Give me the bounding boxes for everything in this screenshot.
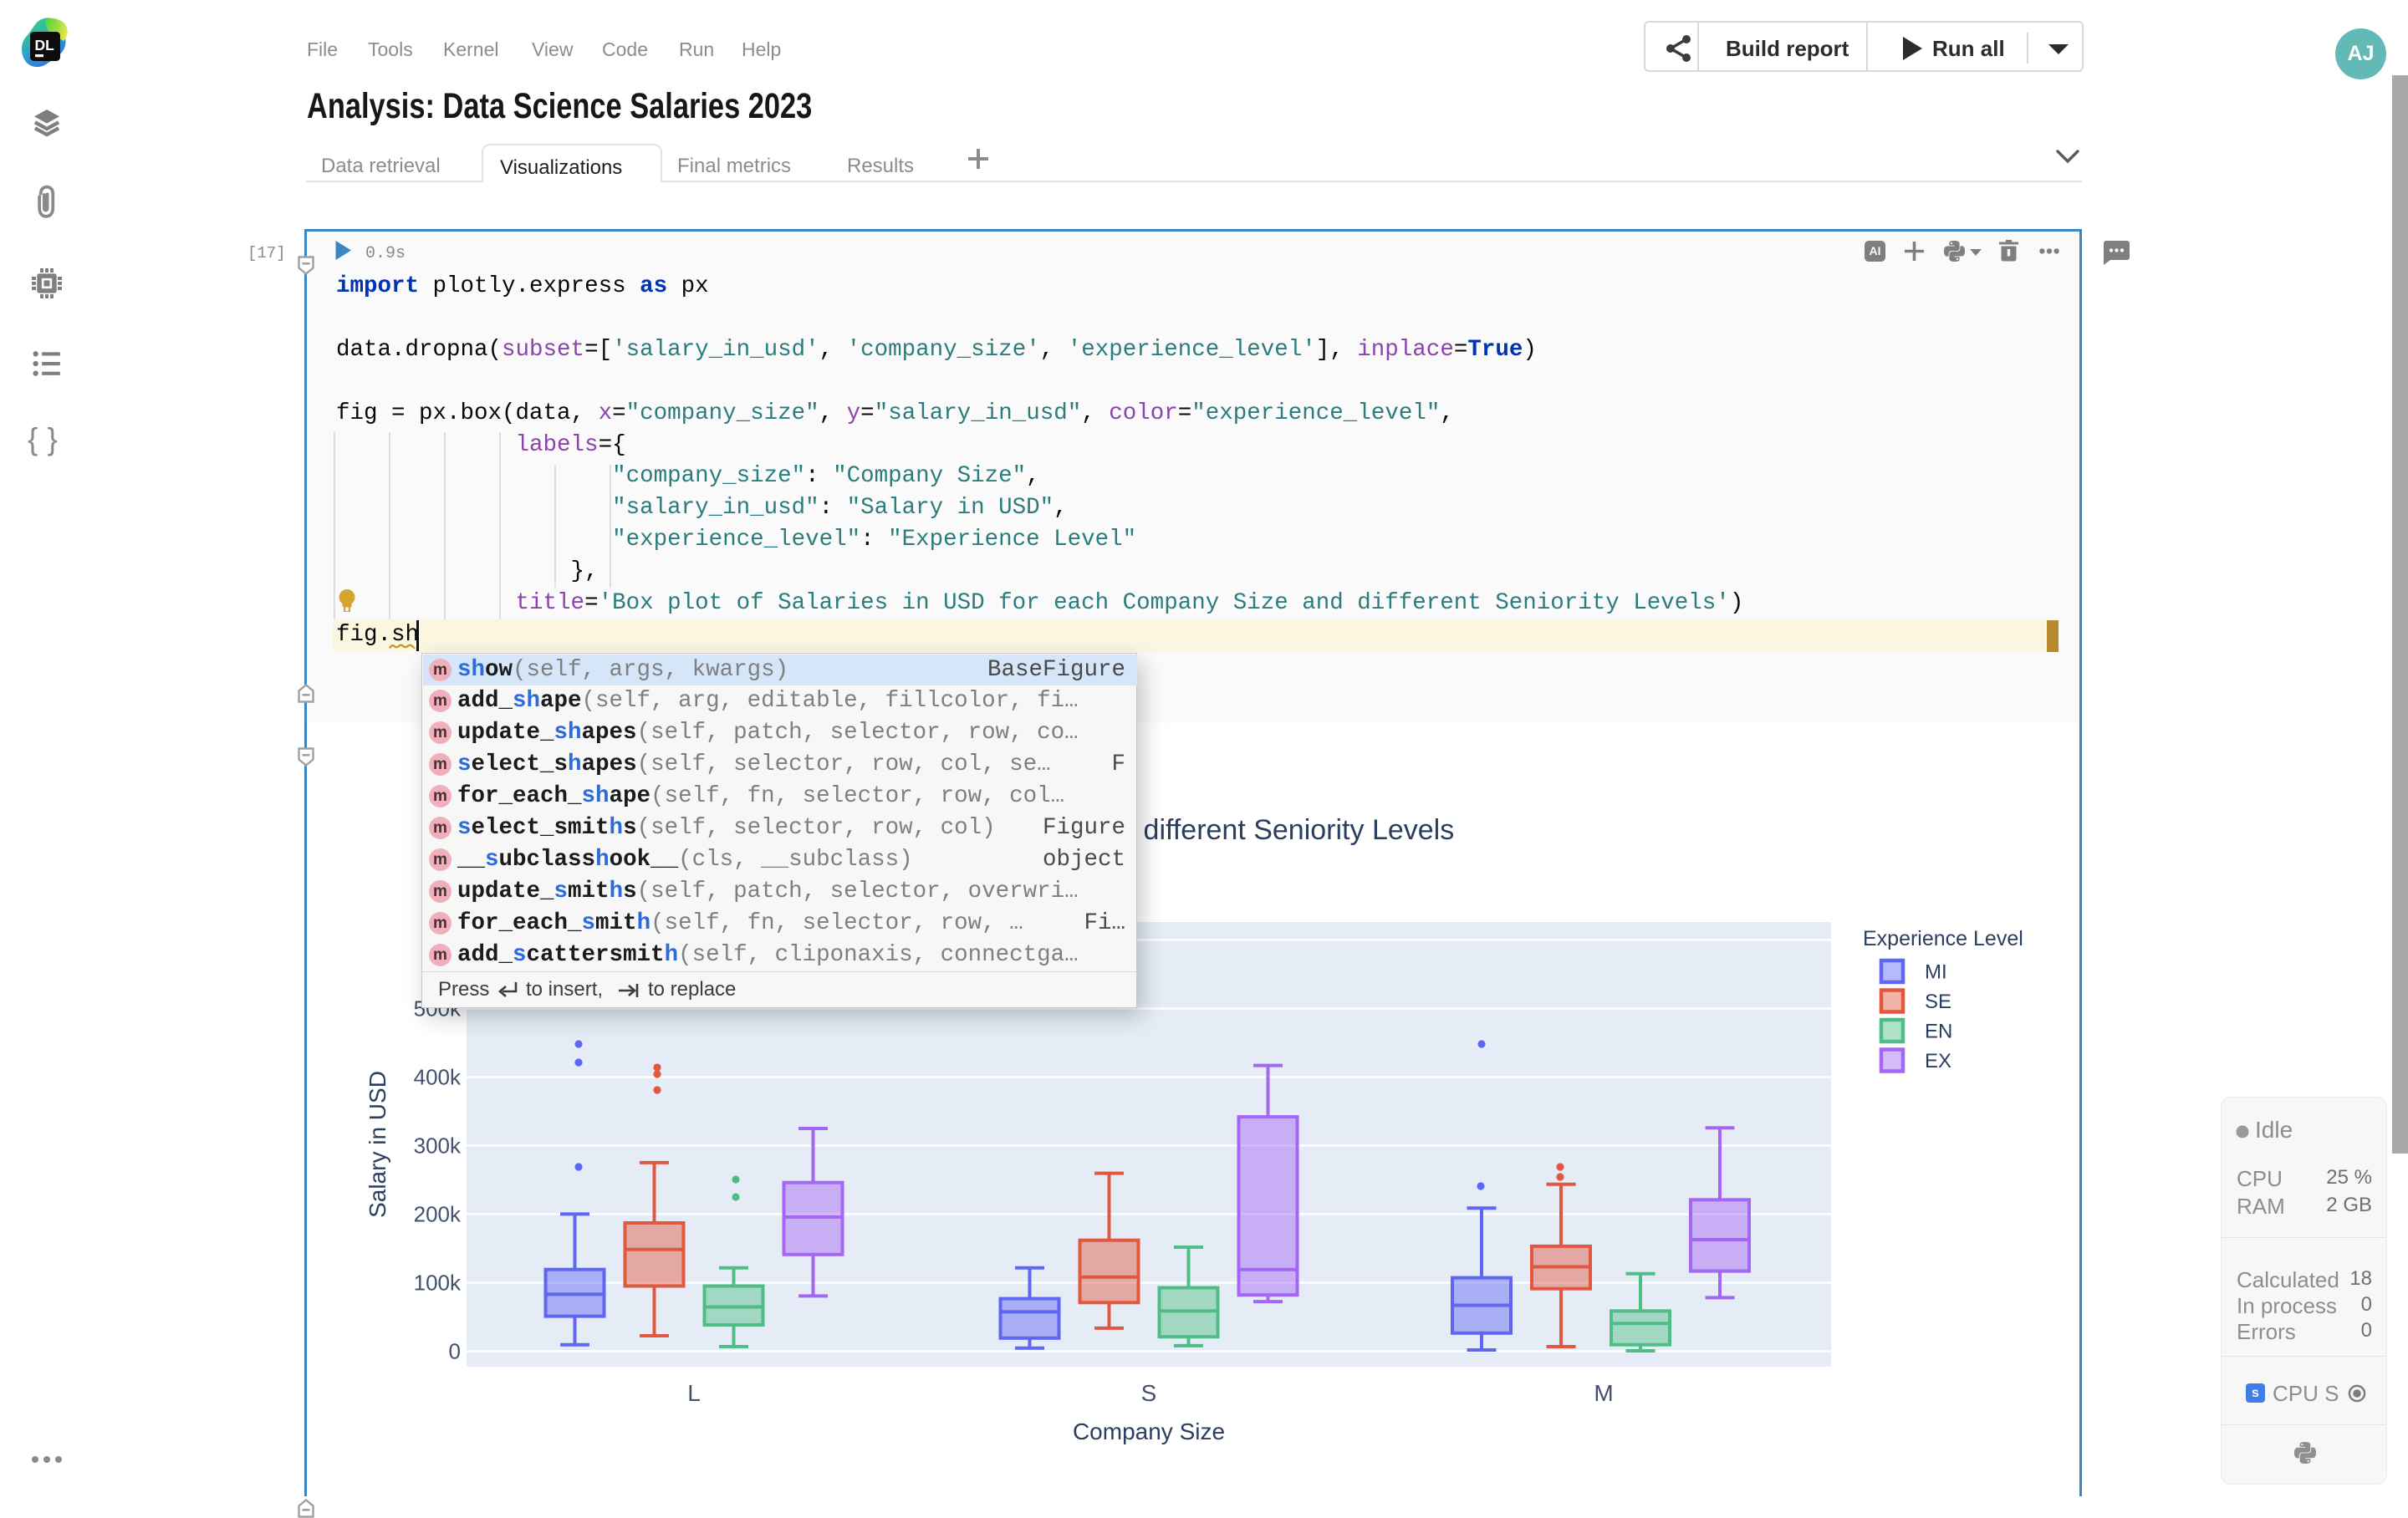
svg-text:200k: 200k [414,1202,462,1227]
svg-text:MI: MI [1925,961,1947,984]
svg-text:Experience Level: Experience Level [1863,927,2023,950]
svg-text:0: 0 [449,1339,461,1364]
svg-text:100k: 100k [414,1271,462,1296]
svg-text:DL: DL [35,37,55,53]
svg-text:Salary in USD: Salary in USD [365,1071,390,1218]
svg-text:300k: 300k [414,1133,462,1159]
svg-text:400k: 400k [414,1065,462,1090]
svg-text:EX: EX [1925,1050,1951,1072]
svg-text:S: S [1141,1380,1157,1406]
svg-text:M: M [1594,1380,1613,1406]
svg-text:SE: SE [1925,991,1951,1013]
svg-text:EN: EN [1925,1021,1952,1043]
svg-text:L: L [687,1380,701,1406]
svg-text:Company Size: Company Size [1073,1419,1225,1444]
